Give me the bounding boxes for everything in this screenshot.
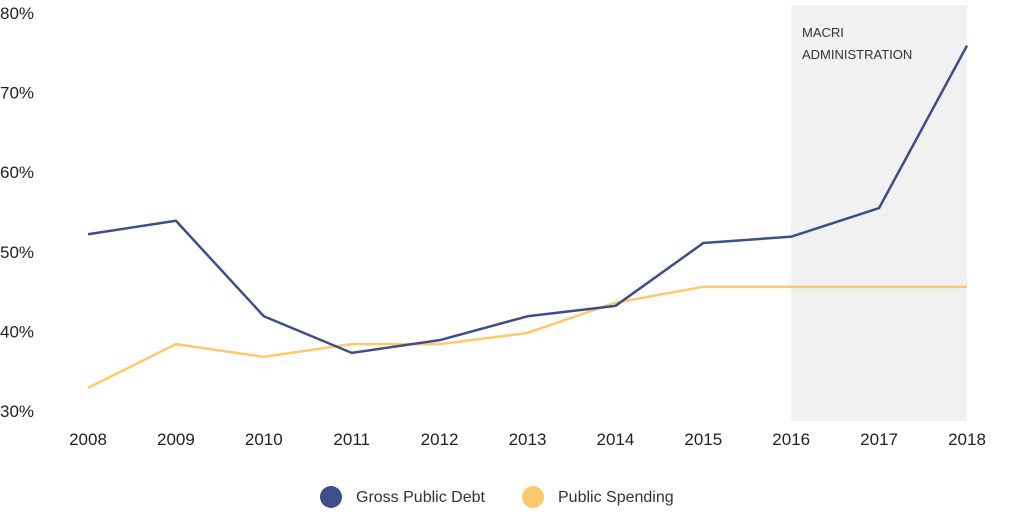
series-line-public-spending xyxy=(87,285,967,390)
legend-marker-debt xyxy=(320,486,342,508)
annotation-line-1: MACRI xyxy=(802,25,844,40)
x-tick-label: 2018 xyxy=(948,430,986,449)
y-tick-label: 50% xyxy=(0,243,34,262)
y-tick-label: 60% xyxy=(0,163,34,182)
x-tick-label: 2017 xyxy=(860,430,898,449)
y-tick-label: 80% xyxy=(0,4,34,23)
legend: Gross Public Debt Public Spending xyxy=(320,486,674,508)
x-tick-label: 2011 xyxy=(333,430,370,449)
x-tick-label: 2008 xyxy=(69,430,107,449)
y-tick-label: 70% xyxy=(0,84,34,103)
annotation-line-2: ADMINISTRATION xyxy=(802,47,912,62)
x-tick-label: 2014 xyxy=(596,430,634,449)
y-tick-label: 30% xyxy=(0,402,34,421)
x-tick-label: 2015 xyxy=(684,430,722,449)
x-tick-label: 2013 xyxy=(509,430,547,449)
x-tick-label: 2010 xyxy=(245,430,283,449)
x-tick-label: 2009 xyxy=(157,430,195,449)
series-line-gross-public-debt xyxy=(87,45,969,355)
legend-label-spending: Public Spending xyxy=(558,489,674,506)
x-tick-label: 2016 xyxy=(772,430,810,449)
legend-label-debt: Gross Public Debt xyxy=(356,489,485,506)
legend-marker-spending xyxy=(522,486,544,508)
macri-administration-shade xyxy=(791,5,967,421)
x-tick-label: 2012 xyxy=(421,430,459,449)
y-tick-label: 40% xyxy=(0,322,34,341)
